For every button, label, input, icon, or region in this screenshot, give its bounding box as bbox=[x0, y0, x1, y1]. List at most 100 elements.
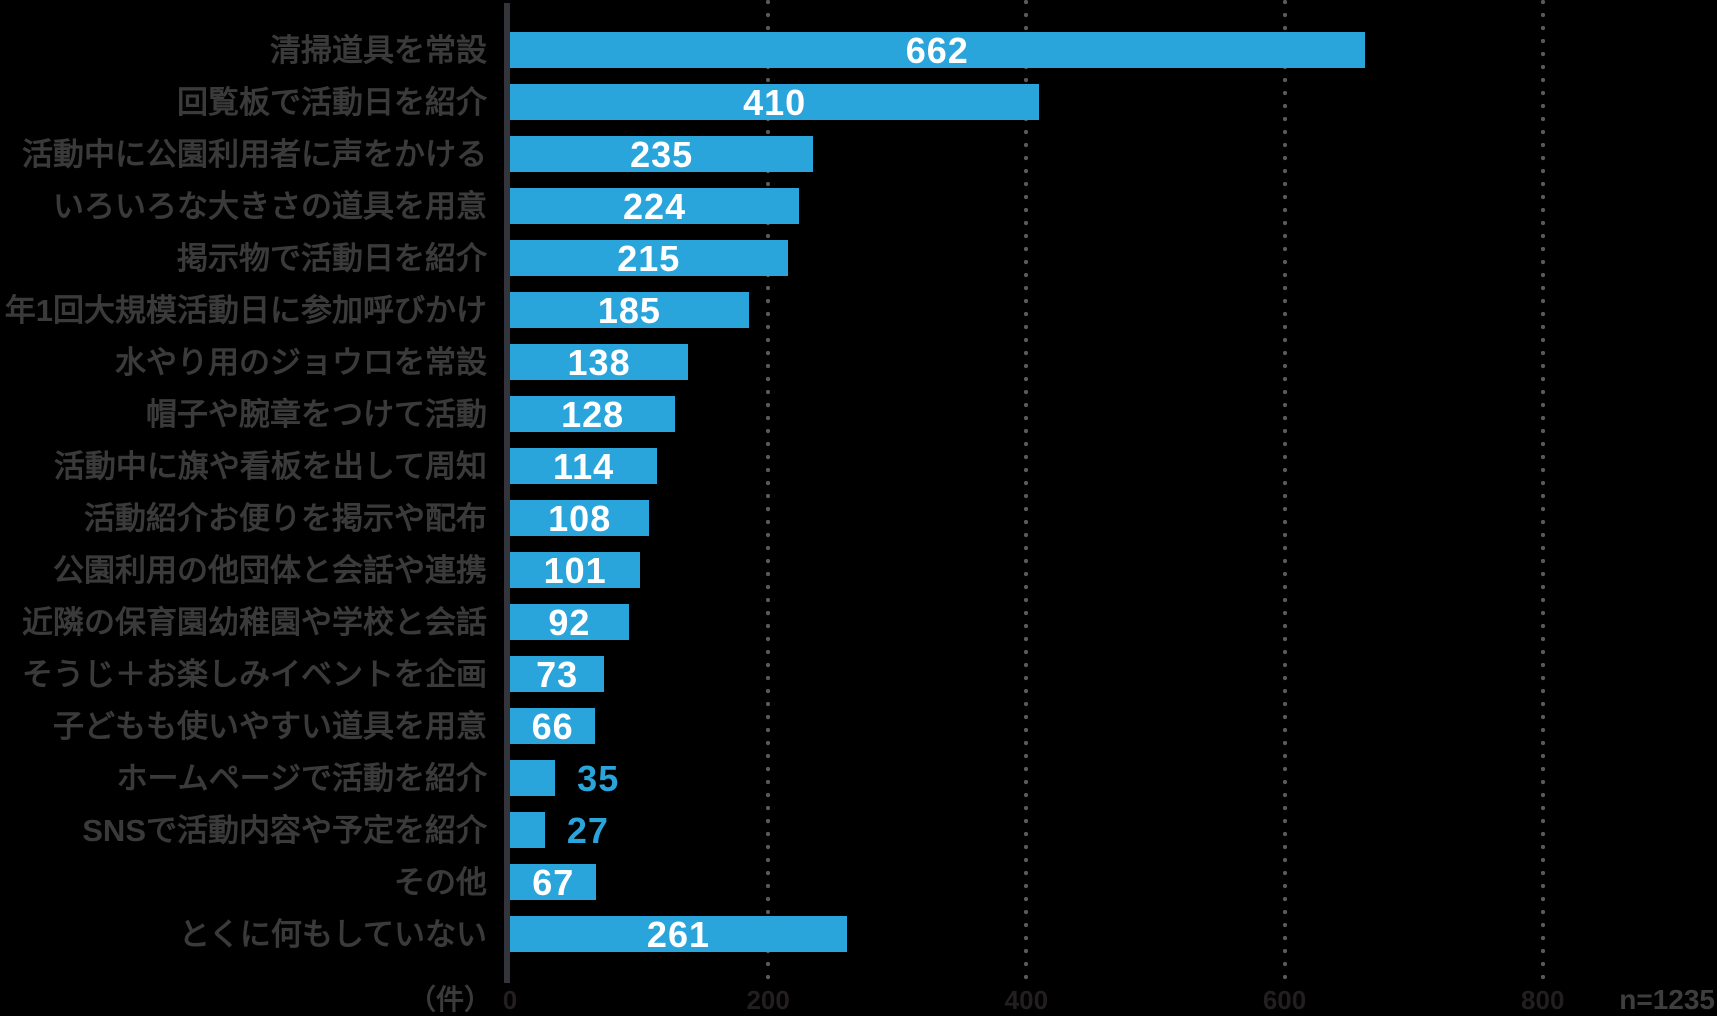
gridline bbox=[1540, 0, 1545, 983]
bar-track: 261 bbox=[510, 914, 1717, 955]
bar-track: 114 bbox=[510, 446, 1717, 487]
gridline bbox=[1282, 0, 1287, 983]
bar-row: 年1回大規模活動日に参加呼びかけ 185 bbox=[0, 290, 1717, 331]
category-label: 活動中に旗や看板を出して周知 bbox=[53, 449, 487, 484]
bar-value-label: 114 bbox=[553, 446, 615, 487]
bar-value-label: 235 bbox=[630, 134, 694, 175]
category-label: 活動中に公園利用者に声をかける bbox=[22, 137, 487, 172]
bar-track: 92 bbox=[510, 602, 1717, 643]
bar-row: ホームページで活動を紹介 35 bbox=[0, 758, 1717, 799]
bar-track: 101 bbox=[510, 550, 1717, 591]
bar-row: そうじ＋お楽しみイベントを企画 73 bbox=[0, 654, 1717, 695]
bar-track: 35 bbox=[510, 758, 1717, 799]
gridline bbox=[1024, 0, 1029, 983]
bar-value-label: 185 bbox=[597, 290, 661, 331]
bar-value-label: 261 bbox=[646, 914, 710, 955]
category-label: 清掃道具を常設 bbox=[270, 33, 487, 68]
bar-track: 128 bbox=[510, 394, 1717, 435]
gridline bbox=[766, 0, 771, 983]
bar-track: 215 bbox=[510, 238, 1717, 279]
bar bbox=[510, 656, 605, 692]
bar-row: 活動紹介お便りを掲示や配布 108 bbox=[0, 498, 1717, 539]
bar-row: 活動中に旗や看板を出して周知 114 bbox=[0, 446, 1717, 487]
category-label: 公園利用の他団体と会話や連携 bbox=[53, 553, 487, 588]
bar-track: 410 bbox=[510, 82, 1717, 123]
category-label: ホームページで活動を紹介 bbox=[116, 761, 487, 796]
bar-row: 清掃道具を常設 662 bbox=[0, 30, 1717, 71]
bar-track: 185 bbox=[510, 290, 1717, 331]
unit-label: （件） bbox=[407, 984, 492, 1015]
x-tick-label: 600 bbox=[1262, 985, 1307, 1015]
category-label: 近隣の保育園幼稚園や学校と会話 bbox=[22, 605, 487, 640]
bar-row: 水やり用のジョウロを常設 138 bbox=[0, 342, 1717, 383]
x-tick-label: 0 bbox=[502, 985, 518, 1015]
bar bbox=[510, 500, 650, 536]
category-label: 年1回大規模活動日に参加呼びかけ bbox=[4, 293, 487, 328]
bar bbox=[510, 84, 1040, 120]
category-label: そうじ＋お楽しみイベントを企画 bbox=[22, 657, 487, 692]
bar-value-label: 662 bbox=[905, 30, 969, 71]
bar-value-label: 66 bbox=[531, 706, 574, 747]
bar-track: 67 bbox=[510, 862, 1717, 903]
x-axis-ticks: 0 200 400 600 800 bbox=[503, 985, 1717, 1016]
bar-track: 224 bbox=[510, 186, 1717, 227]
bar-row: とくに何もしていない 261 bbox=[0, 914, 1717, 955]
bar-value-label: 128 bbox=[561, 394, 625, 435]
sample-size-label: n=1235 bbox=[1619, 984, 1715, 1015]
bar bbox=[510, 604, 629, 640]
bar-value-label: 67 bbox=[532, 862, 575, 903]
bar bbox=[510, 188, 800, 224]
bar-value-label: 101 bbox=[543, 550, 607, 591]
bar-track: 73 bbox=[510, 654, 1717, 695]
bar bbox=[510, 760, 556, 796]
category-label: SNSで活動内容や予定を紹介 bbox=[82, 813, 487, 848]
x-tick-label: 800 bbox=[1521, 985, 1565, 1015]
category-label: 子どもも使いやすい道具を用意 bbox=[53, 709, 487, 744]
bar-value-label: 92 bbox=[548, 602, 591, 643]
bar bbox=[510, 916, 847, 952]
bar bbox=[510, 292, 749, 328]
bar-row: 公園利用の他団体と会話や連携 101 bbox=[0, 550, 1717, 591]
bar bbox=[510, 344, 689, 380]
x-tick-label: 200 bbox=[746, 985, 790, 1015]
bar-row: その他 67 bbox=[0, 862, 1717, 903]
category-label: 活動紹介お便りを掲示や配布 bbox=[84, 501, 487, 536]
bar-row: 近隣の保育園幼稚園や学校と会話 92 bbox=[0, 602, 1717, 643]
bar bbox=[510, 448, 658, 484]
bar bbox=[510, 864, 597, 900]
bar-row: 回覧板で活動日を紹介 410 bbox=[0, 82, 1717, 123]
bar bbox=[510, 136, 814, 172]
bar-rows: 清掃道具を常設 662 回覧板で活動日を紹介 410 活動中に公園利用者に声をか… bbox=[0, 30, 1717, 955]
bar bbox=[510, 812, 545, 848]
bar-value-label: 108 bbox=[548, 498, 612, 539]
bar-track: 235 bbox=[510, 134, 1717, 175]
bar-value-label: 73 bbox=[536, 654, 579, 695]
bar bbox=[510, 552, 641, 588]
category-label: その他 bbox=[394, 865, 487, 900]
bar-value-label: 35 bbox=[577, 758, 620, 799]
bar bbox=[510, 32, 1365, 68]
bar-row: いろいろな大きさの道具を用意 224 bbox=[0, 186, 1717, 227]
gridlines bbox=[510, 0, 1717, 983]
category-label: 回覧板で活動日を紹介 bbox=[177, 85, 487, 120]
bar-value-label: 224 bbox=[623, 186, 687, 227]
bar-value-label: 27 bbox=[566, 810, 609, 851]
category-label: とくに何もしていない bbox=[178, 917, 487, 952]
bar-row: 子どもも使いやすい道具を用意 66 bbox=[0, 706, 1717, 747]
bar-row: 掲示物で活動日を紹介 215 bbox=[0, 238, 1717, 279]
category-label: いろいろな大きさの道具を用意 bbox=[53, 189, 487, 224]
bar bbox=[510, 240, 788, 276]
bar-track: 108 bbox=[510, 498, 1717, 539]
category-label: 帽子や腕章をつけて活動 bbox=[146, 397, 487, 432]
category-label: 水やり用のジョウロを常設 bbox=[115, 345, 487, 380]
bar-value-label: 410 bbox=[743, 82, 807, 123]
bar-track: 138 bbox=[510, 342, 1717, 383]
bar-track: 66 bbox=[510, 706, 1717, 747]
bar-row: 帽子や腕章をつけて活動 128 bbox=[0, 394, 1717, 435]
bar-track: 662 bbox=[510, 30, 1717, 71]
bar-row: SNSで活動内容や予定を紹介 27 bbox=[0, 810, 1717, 851]
bar-row: 活動中に公園利用者に声をかける 235 bbox=[0, 134, 1717, 175]
bar-value-label: 138 bbox=[567, 342, 631, 383]
bar-value-label: 215 bbox=[617, 238, 681, 279]
